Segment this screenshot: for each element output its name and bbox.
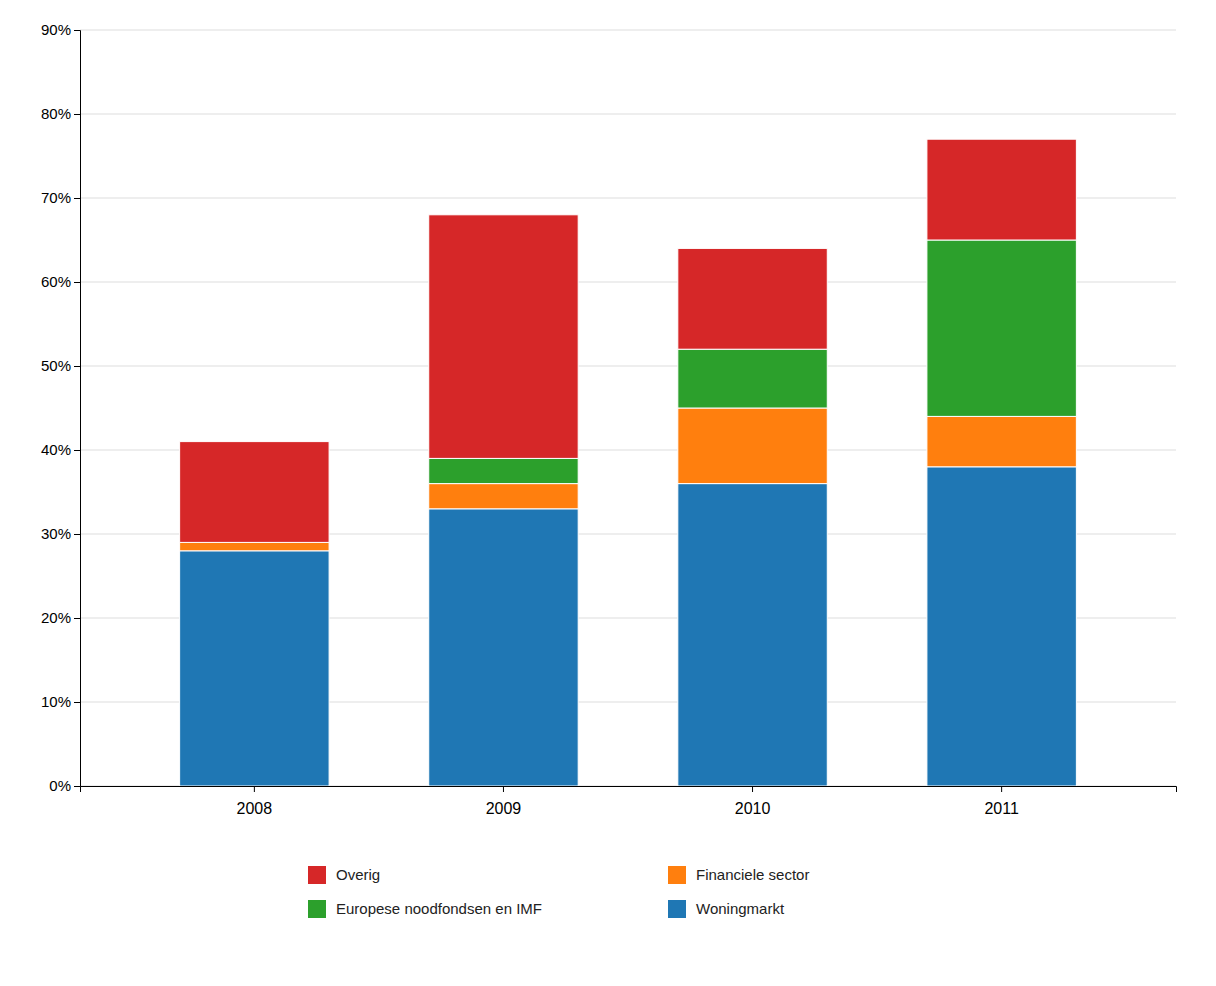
- tick: 90%: [41, 21, 80, 38]
- bar: [180, 542, 329, 550]
- tick-mark: [74, 702, 80, 703]
- tick-mark: [74, 198, 80, 199]
- tick-label: 2010: [735, 800, 771, 817]
- tick-mark: [74, 450, 80, 451]
- bar: [678, 349, 827, 408]
- tick: 60%: [41, 273, 80, 290]
- bar: [678, 484, 827, 786]
- bar: [429, 215, 578, 459]
- tick-mark: [74, 282, 80, 283]
- legend-item: Overig: [308, 866, 380, 884]
- tick-mark: [74, 30, 80, 31]
- tick-mark: [74, 618, 80, 619]
- tick-label: 30%: [41, 525, 71, 542]
- grid-line: [80, 30, 1176, 31]
- legend-item: Europese noodfondsen en IMF: [308, 900, 542, 918]
- tick-label: 2008: [237, 800, 273, 817]
- bar: [927, 416, 1076, 466]
- bar: [429, 458, 578, 483]
- legend-label: Europese noodfondsen en IMF: [336, 900, 542, 917]
- tick-mark: [503, 786, 504, 792]
- tick: 70%: [41, 189, 80, 206]
- legend-swatch: [308, 866, 326, 884]
- legend-label: Woningmarkt: [696, 900, 785, 917]
- tick-label: 90%: [41, 21, 71, 38]
- tick-mark: [74, 366, 80, 367]
- legend-item: Financiele sector: [668, 866, 809, 884]
- tick-label: 70%: [41, 189, 71, 206]
- tick: 40%: [41, 441, 80, 458]
- legend-label: Overig: [336, 866, 380, 883]
- tick: 20%: [41, 609, 80, 626]
- tick-mark: [74, 786, 80, 787]
- series: [180, 408, 1077, 551]
- axis-line: [74, 31, 81, 787]
- x-axis: 2008 2009 2010 2011: [81, 786, 1177, 817]
- tick-label: 2011: [984, 800, 1019, 817]
- legend-label: Financiele sector: [696, 866, 809, 883]
- y-axis: 0% 10% 20% 30% 40% 50% 60% 70% 80% 90%: [41, 21, 81, 794]
- tick: 2010: [735, 786, 771, 817]
- bar: [180, 551, 329, 786]
- tick-label: 10%: [41, 693, 71, 710]
- tick: 10%: [41, 693, 80, 710]
- tick-mark: [254, 786, 255, 792]
- tick-mark: [74, 534, 80, 535]
- legend-swatch: [668, 900, 686, 918]
- tick: 50%: [41, 357, 80, 374]
- tick-label: 0%: [49, 777, 71, 794]
- tick-label: 60%: [41, 273, 71, 290]
- series: [180, 139, 1077, 542]
- tick: 0%: [49, 777, 80, 794]
- tick-label: 80%: [41, 105, 71, 122]
- tick: 80%: [41, 105, 80, 122]
- bar: [180, 442, 329, 543]
- plot: 0% 10% 20% 30% 40% 50% 60% 70% 80% 90% 2008 2009 201…: [41, 21, 1177, 817]
- tick: 2011: [984, 786, 1019, 817]
- bar: [429, 484, 578, 509]
- bar: [429, 509, 578, 786]
- bars: [180, 139, 1077, 786]
- tick-mark: [1001, 786, 1002, 792]
- tick: 2009: [486, 786, 522, 817]
- tick-mark: [74, 114, 80, 115]
- legend-swatch: [308, 900, 326, 918]
- bar: [927, 240, 1076, 416]
- legend: Overig Europese noodfondsen en IMF Financi…: [308, 866, 809, 918]
- tick: 30%: [41, 525, 80, 542]
- tick-label: 50%: [41, 357, 71, 374]
- legend-swatch: [668, 866, 686, 884]
- bar: [927, 467, 1076, 786]
- tick: 2008: [237, 786, 273, 817]
- axis-line: [81, 787, 1177, 793]
- tick-mark: [752, 786, 753, 792]
- grid-line: [80, 114, 1176, 115]
- grid: [80, 30, 1176, 786]
- tick-label: 40%: [41, 441, 71, 458]
- chart: 0% 10% 20% 30% 40% 50% 60% 70% 80% 90% 2008 2009 201…: [0, 0, 1216, 986]
- tick-label: 20%: [41, 609, 71, 626]
- bar: [927, 139, 1076, 240]
- legend-item: Woningmarkt: [668, 900, 785, 918]
- tick-label: 2009: [486, 800, 522, 817]
- bar: [678, 408, 827, 484]
- bar: [678, 248, 827, 349]
